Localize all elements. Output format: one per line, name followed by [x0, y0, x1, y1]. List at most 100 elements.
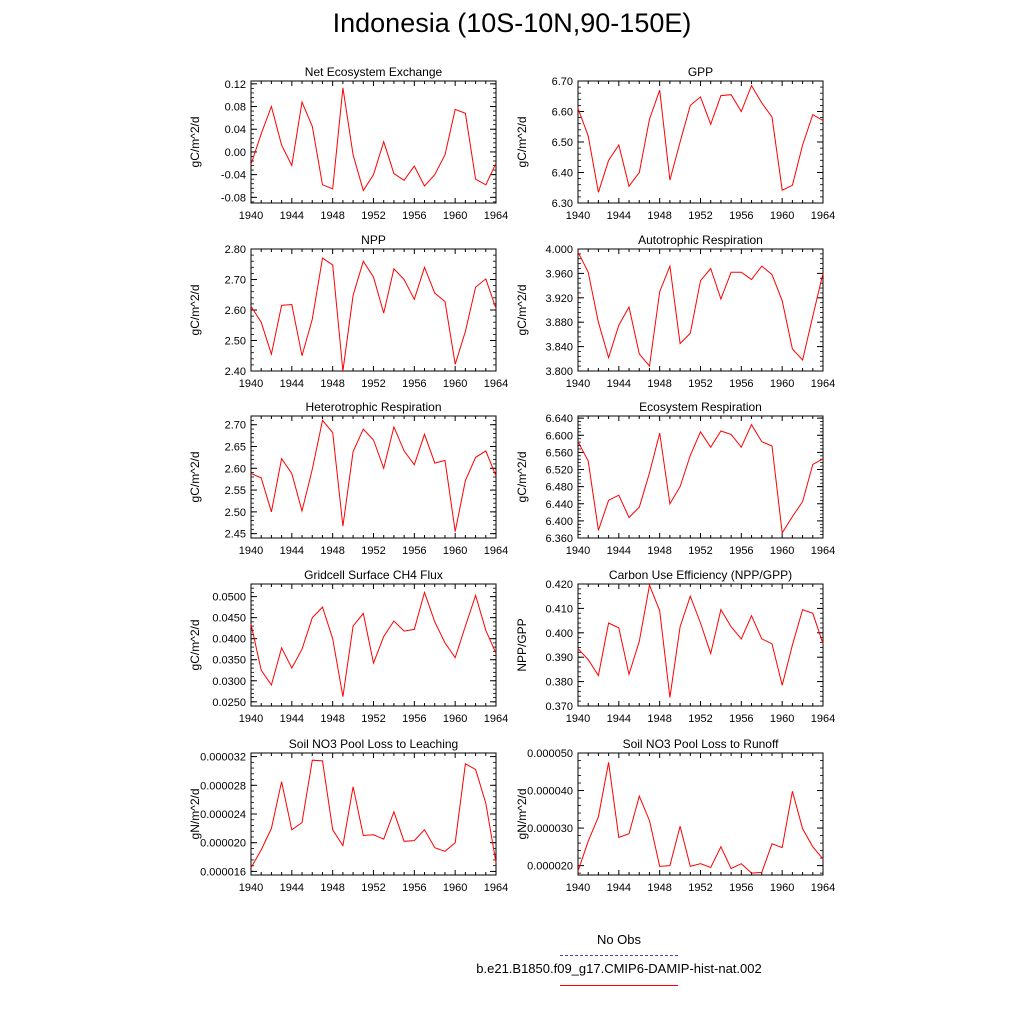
- panel-title: Autotrophic Respiration: [638, 233, 763, 247]
- chart-panel-8: Carbon Use Efficiency (NPP/GPP) NPP/GPP 19…: [515, 568, 835, 725]
- chart-panel-6: Ecosystem Respiration gC/m^2/d 1940 1944 194…: [515, 400, 835, 557]
- x-tick-label: 1944: [280, 545, 304, 557]
- y-tick-label: 0.0500: [212, 592, 246, 604]
- x-tick-label: 1964: [484, 378, 508, 390]
- series-line: [577, 84, 824, 193]
- chart-panel-3: NPP gC/m^2/d 1940 1944 1948 1952 1956 1960 1964 2…: [188, 233, 508, 390]
- panel-title: Ecosystem Respiration: [639, 400, 762, 414]
- x-tick-label: 1944: [280, 713, 304, 725]
- series-line: [577, 251, 824, 368]
- x-tick-label: 1960: [443, 545, 467, 557]
- chart-panel-10: Soil NO3 Pool Loss to Runoff gN/m^2/d 1940…: [515, 737, 835, 894]
- panel-title: Heterotrophic Respiration: [305, 400, 441, 414]
- plot-frame: [250, 415, 497, 539]
- y-tick-label: 0.0450: [212, 613, 246, 625]
- y-tick-label: 3.920: [545, 293, 573, 305]
- panel-title: Net Ecosystem Exchange: [305, 65, 443, 79]
- y-tick-label: 3.840: [545, 342, 573, 354]
- x-tick-label: 1956: [402, 378, 426, 390]
- y-tick-label: 0.000032: [200, 752, 246, 764]
- y-tick-label: 6.440: [545, 499, 573, 511]
- x-tick-label: 1948: [647, 378, 671, 390]
- x-tick-label: 1952: [688, 882, 712, 894]
- x-tick-label: 1960: [443, 713, 467, 725]
- x-tick-label: 1956: [729, 378, 753, 390]
- y-tick-label: 0.400: [545, 628, 573, 640]
- legend-model-line: [560, 985, 678, 986]
- plot-frame: [577, 248, 824, 372]
- y-axis-label: gN/m^2/d: [515, 789, 529, 840]
- chart-panel-4: Autotrophic Respiration gC/m^2/d 1940 1944 1…: [515, 233, 835, 390]
- panel-title: Soil NO3 Pool Loss to Runoff: [623, 737, 780, 751]
- x-tick-label: 1964: [484, 882, 508, 894]
- y-axis-label: gN/m^2/d: [188, 789, 202, 840]
- y-tick-label: 6.60: [552, 107, 573, 119]
- series-line: [577, 762, 824, 874]
- x-tick-label: 1960: [443, 882, 467, 894]
- panel-title: Gridcell Surface CH4 Flux: [304, 568, 443, 582]
- y-tick-label: 2.55: [225, 485, 246, 497]
- y-tick-label: 0.000024: [200, 809, 246, 821]
- plot-frame: [577, 80, 824, 204]
- x-tick-label: 1948: [647, 713, 671, 725]
- y-tick-label: 0.390: [545, 652, 573, 664]
- y-tick-label: 3.800: [545, 366, 573, 378]
- chart-panel-1: Net Ecosystem Exchange gC/m^2/d 1940 1944 19…: [188, 65, 508, 222]
- x-tick-label: 1960: [443, 378, 467, 390]
- y-tick-label: 6.40: [552, 168, 573, 180]
- x-tick-label: 1944: [607, 713, 631, 725]
- x-tick-label: 1940: [566, 378, 590, 390]
- x-tick-label: 1952: [361, 378, 385, 390]
- x-tick-label: 1956: [402, 882, 426, 894]
- panel-title: Soil NO3 Pool Loss to Leaching: [289, 737, 458, 751]
- y-tick-label: 6.30: [552, 198, 573, 210]
- x-tick-label: 1952: [361, 713, 385, 725]
- x-tick-label: 1952: [688, 545, 712, 557]
- y-tick-label: -0.08: [221, 192, 246, 204]
- x-tick-label: 1952: [688, 713, 712, 725]
- x-tick-label: 1952: [688, 378, 712, 390]
- y-tick-label: 0.380: [545, 677, 573, 689]
- series-line: [250, 590, 497, 697]
- y-tick-label: 6.480: [545, 482, 573, 494]
- y-tick-label: 0.000016: [200, 866, 246, 878]
- y-tick-label: 3.880: [545, 317, 573, 329]
- y-axis-label: gC/m^2/d: [515, 117, 529, 168]
- y-tick-label: 6.70: [552, 76, 573, 88]
- y-tick-label: 0.000020: [200, 838, 246, 850]
- x-tick-label: 1940: [566, 545, 590, 557]
- y-tick-label: -0.04: [221, 170, 246, 182]
- x-tick-label: 1940: [239, 545, 263, 557]
- x-tick-label: 1940: [239, 882, 263, 894]
- x-tick-label: 1940: [239, 378, 263, 390]
- x-tick-label: 1944: [280, 882, 304, 894]
- x-tick-label: 1940: [239, 713, 263, 725]
- y-tick-label: 2.80: [225, 244, 246, 256]
- series-line: [250, 87, 497, 192]
- x-tick-label: 1948: [320, 210, 344, 222]
- x-tick-label: 1948: [647, 210, 671, 222]
- chart-panel-7: Gridcell Surface CH4 Flux gC/m^2/d 1940 194…: [188, 568, 508, 725]
- y-tick-label: 0.0300: [212, 676, 246, 688]
- x-tick-label: 1944: [280, 378, 304, 390]
- y-tick-label: 0.000020: [527, 861, 573, 873]
- y-tick-label: 0.00: [225, 147, 246, 159]
- y-tick-label: 2.50: [225, 336, 246, 348]
- y-tick-label: 4.000: [545, 244, 573, 256]
- x-tick-label: 1964: [811, 713, 835, 725]
- y-tick-label: 6.560: [545, 447, 573, 459]
- x-tick-label: 1948: [647, 545, 671, 557]
- panel-title: GPP: [688, 65, 713, 79]
- x-tick-label: 1944: [607, 545, 631, 557]
- y-tick-label: 0.0350: [212, 655, 246, 667]
- x-tick-label: 1956: [729, 882, 753, 894]
- x-tick-label: 1964: [484, 545, 508, 557]
- y-tick-label: 2.60: [225, 463, 246, 475]
- plot-frame: [577, 415, 824, 539]
- x-tick-label: 1948: [647, 882, 671, 894]
- x-tick-label: 1960: [770, 545, 794, 557]
- x-tick-label: 1952: [361, 210, 385, 222]
- x-tick-label: 1948: [320, 378, 344, 390]
- x-tick-label: 1948: [320, 882, 344, 894]
